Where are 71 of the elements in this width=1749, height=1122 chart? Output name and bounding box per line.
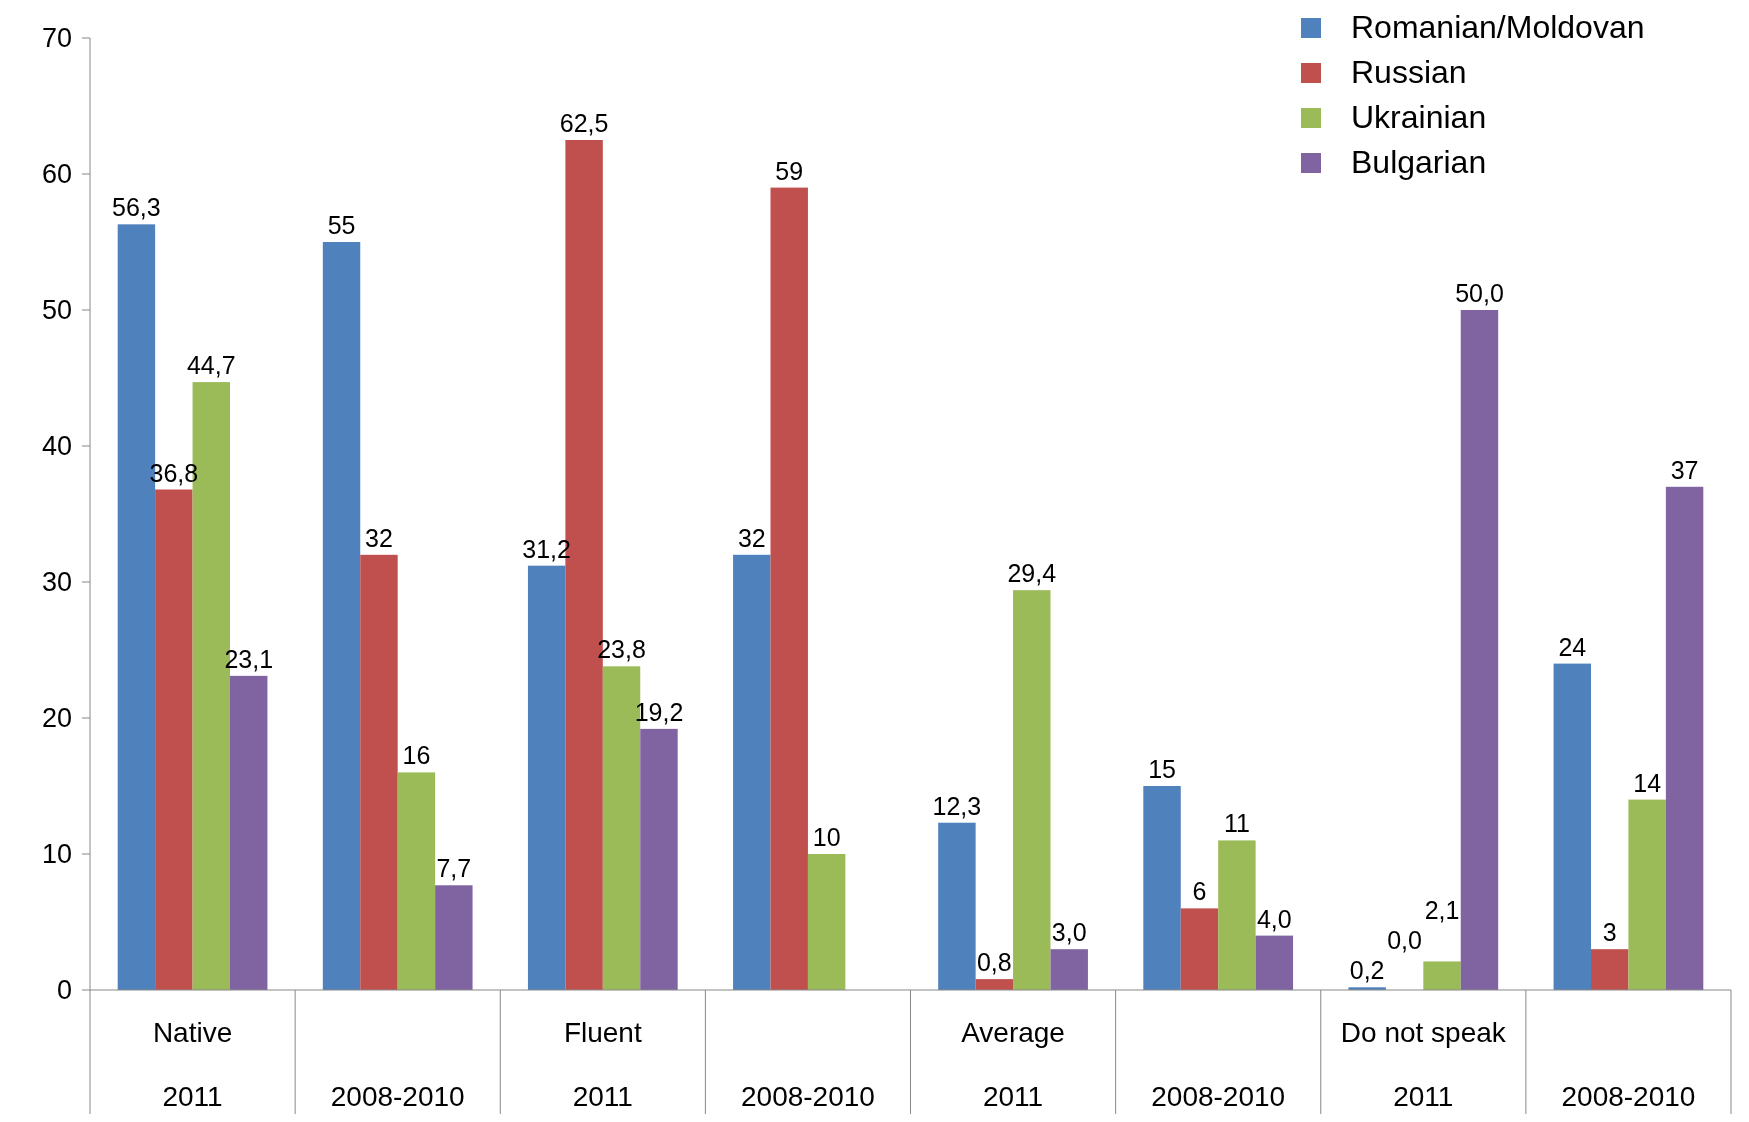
data-label: 29,4 — [1007, 559, 1057, 588]
x-tick-label: Fluent 2011 — [563, 1017, 642, 1112]
y-tick-label: 10 — [41, 839, 72, 870]
x-tick-label: 2008-2010 — [1561, 1081, 1696, 1112]
legend-label: Bulgarian — [1351, 144, 1487, 180]
data-label: 3 — [1602, 918, 1617, 947]
data-label: 32 — [365, 523, 393, 552]
bar — [1460, 310, 1499, 990]
bar — [527, 565, 566, 990]
data-label: 0,2 — [1349, 956, 1385, 985]
bar — [155, 489, 193, 990]
bar — [770, 187, 808, 990]
data-label: 6 — [1192, 877, 1207, 906]
bar — [1591, 949, 1629, 990]
x-tick-label: 2008-2010 — [330, 1081, 465, 1112]
bar — [1218, 840, 1256, 990]
data-label: 2,1 — [1424, 896, 1460, 925]
x-tick-label: Do not speak 2011 — [1340, 1017, 1507, 1112]
bar — [1050, 949, 1088, 990]
data-label: 0,0 — [1387, 926, 1422, 955]
legend-label: Ukrainian — [1351, 99, 1487, 135]
x-tick-label: Native 2011 — [152, 1017, 233, 1112]
data-label: 32 — [737, 523, 766, 552]
legend-label: Russian — [1351, 54, 1467, 90]
bar — [1553, 663, 1592, 990]
bar — [938, 822, 976, 990]
data-label: 37 — [1670, 455, 1699, 484]
bar — [1665, 486, 1704, 990]
bar — [322, 242, 361, 990]
data-label: 16 — [402, 741, 431, 770]
data-label: 0,8 — [976, 948, 1012, 977]
bar — [733, 554, 771, 990]
legend-label: Romanian/Moldovan — [1351, 9, 1645, 45]
data-label: 15 — [1148, 755, 1176, 783]
data-label: 4,0 — [1256, 904, 1292, 933]
bar — [1255, 935, 1294, 990]
y-tick-label: 70 — [41, 23, 72, 54]
bar — [1423, 961, 1461, 990]
y-tick-label: 20 — [41, 703, 72, 734]
bar — [640, 728, 678, 990]
y-tick-label: 60 — [41, 159, 72, 190]
data-label: 11 — [1223, 809, 1250, 838]
data-label: 62,5 — [559, 109, 609, 137]
bar — [1013, 590, 1051, 990]
bar — [435, 885, 473, 990]
y-tick-label: 0 — [56, 975, 72, 1006]
bar — [807, 854, 846, 990]
y-tick-label: 50 — [41, 295, 72, 326]
data-label: 59 — [775, 156, 804, 185]
x-tick-label: 2008-2010 — [740, 1081, 875, 1112]
data-label: 7,7 — [436, 854, 472, 883]
y-tick-label: 30 — [41, 567, 72, 598]
bar — [975, 979, 1014, 990]
x-tick-label: 2008-2010 — [1151, 1081, 1286, 1112]
data-label: 55 — [327, 211, 356, 239]
data-label: 12,3 — [932, 791, 982, 820]
x-tick-label: Average 2011 — [961, 1017, 1065, 1112]
data-label: 24 — [1558, 632, 1587, 661]
y-tick-label: 40 — [41, 431, 72, 462]
data-label: 10 — [812, 823, 841, 851]
data-label: 3,0 — [1051, 918, 1087, 947]
bar — [1628, 799, 1666, 990]
data-label: 44,7 — [186, 351, 236, 380]
data-label: 14 — [1633, 768, 1662, 797]
data-label: 56,3 — [112, 193, 161, 222]
data-label: 50,0 — [1455, 279, 1504, 307]
bar — [1180, 908, 1219, 990]
bar — [230, 675, 268, 990]
bar — [360, 554, 398, 990]
bar — [1143, 786, 1181, 990]
bar — [397, 772, 436, 990]
